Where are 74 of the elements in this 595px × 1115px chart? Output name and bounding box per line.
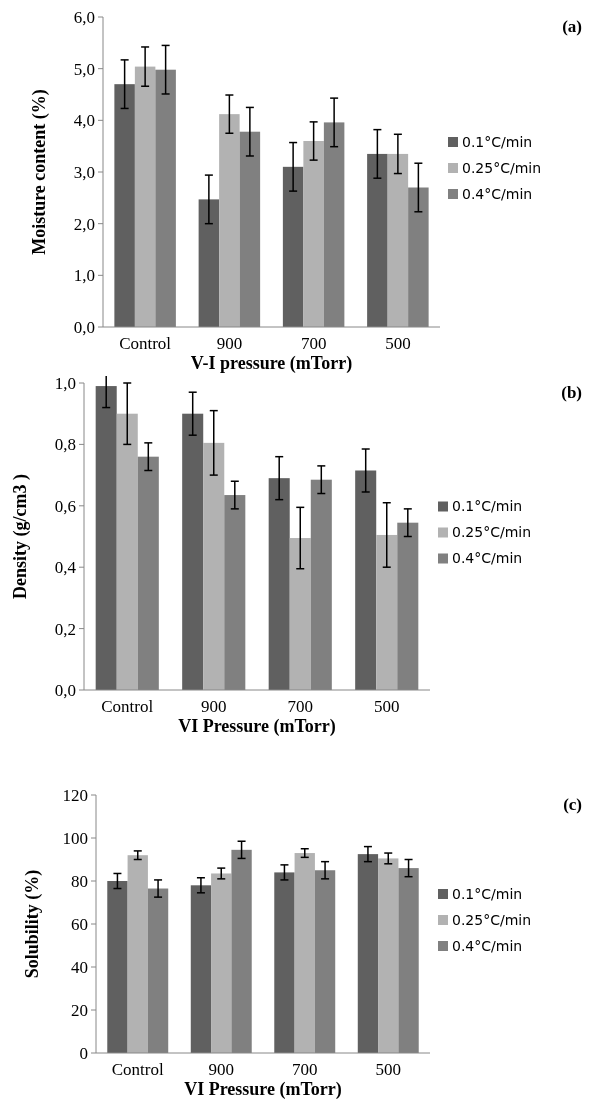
y-tick-label: 100 [62, 828, 88, 848]
x-axis-title: V-I pressure (mTorr) [190, 353, 353, 374]
y-tick-label: 0,0 [73, 317, 95, 337]
bar [355, 470, 377, 690]
x-tick-label: Control [111, 1060, 164, 1079]
legend-label: 0.25°C/min [462, 159, 542, 176]
x-tick-label: 500 [385, 334, 411, 353]
text: (a) [562, 17, 582, 36]
legend-label: 0.4°C/min [452, 937, 523, 954]
y-axis-title: Solubility (%) [22, 869, 43, 979]
y-tick-label: 1,0 [73, 266, 95, 286]
x-axis-title: VI Pressure (mTorr) [184, 1079, 342, 1100]
bar [294, 853, 315, 1053]
bar [116, 413, 138, 690]
y-tick-label: 0,4 [54, 558, 77, 578]
legend-label: 0.4°C/min [452, 550, 523, 567]
y-tick-label: 1,0 [54, 373, 76, 393]
y-tick-label: 0,2 [54, 619, 76, 639]
bar [107, 881, 128, 1053]
bar [211, 873, 232, 1053]
bar [190, 885, 212, 1053]
bar [203, 442, 225, 690]
y-tick-label: 2,0 [73, 214, 95, 234]
y-tick-label: 5,0 [73, 59, 95, 79]
y-axis-title: Density (g/cm3 ) [10, 474, 31, 599]
bar [357, 854, 379, 1053]
bar [134, 66, 156, 327]
bar [378, 858, 399, 1053]
bar [127, 855, 148, 1053]
y-tick-label: 60 [71, 914, 88, 934]
y-tick-label: 20 [71, 1000, 88, 1020]
legend-label: 0.1°C/min [452, 885, 523, 902]
x-tick-label: 900 [201, 697, 227, 716]
bar [376, 534, 398, 690]
y-tick-label: 0,6 [54, 496, 76, 516]
x-tick-label: 700 [292, 1060, 318, 1079]
x-tick-label: 900 [216, 334, 243, 353]
x-tick-label: 500 [374, 697, 400, 716]
legend-label: 0.1°C/min [452, 498, 523, 515]
bar [387, 153, 409, 327]
text: (c) [563, 795, 582, 814]
bar [198, 199, 220, 327]
y-tick-label: 0 [79, 1043, 88, 1063]
x-tick-label: Control [101, 697, 154, 716]
bar [219, 114, 240, 327]
y-tick-label: 0,8 [54, 435, 76, 455]
text: (b) [561, 383, 582, 402]
bar [182, 413, 204, 690]
bar [114, 84, 135, 327]
y-tick-label: 0,0 [54, 680, 76, 700]
x-tick-label: 700 [287, 697, 313, 716]
x-tick-label: 700 [300, 334, 327, 353]
x-axis-title: VI Pressure (mTorr) [178, 716, 336, 737]
bar [367, 153, 388, 327]
bar [268, 478, 290, 690]
bar [274, 872, 295, 1053]
y-axis-title: Moisture content (%) [29, 89, 50, 255]
legend-label: 0.4°C/min [462, 185, 533, 202]
y-tick-label: 3,0 [73, 162, 95, 182]
y-tick-label: 120 [62, 785, 88, 805]
bar [289, 538, 311, 690]
x-tick-label: 900 [208, 1060, 234, 1079]
x-tick-label: Control [119, 334, 172, 353]
y-tick-label: 4,0 [73, 111, 95, 131]
x-tick-label: 500 [375, 1060, 401, 1079]
y-tick-label: 40 [71, 957, 88, 977]
legend-label: 0.25°C/min [452, 524, 532, 541]
legend-label: 0.25°C/min [452, 911, 532, 928]
bar [303, 141, 324, 327]
legend-label: 0.1°C/min [462, 133, 533, 150]
y-tick-label: 6,0 [73, 7, 95, 27]
y-tick-label: 80 [71, 871, 88, 891]
bar [95, 386, 117, 690]
bar [282, 166, 304, 327]
